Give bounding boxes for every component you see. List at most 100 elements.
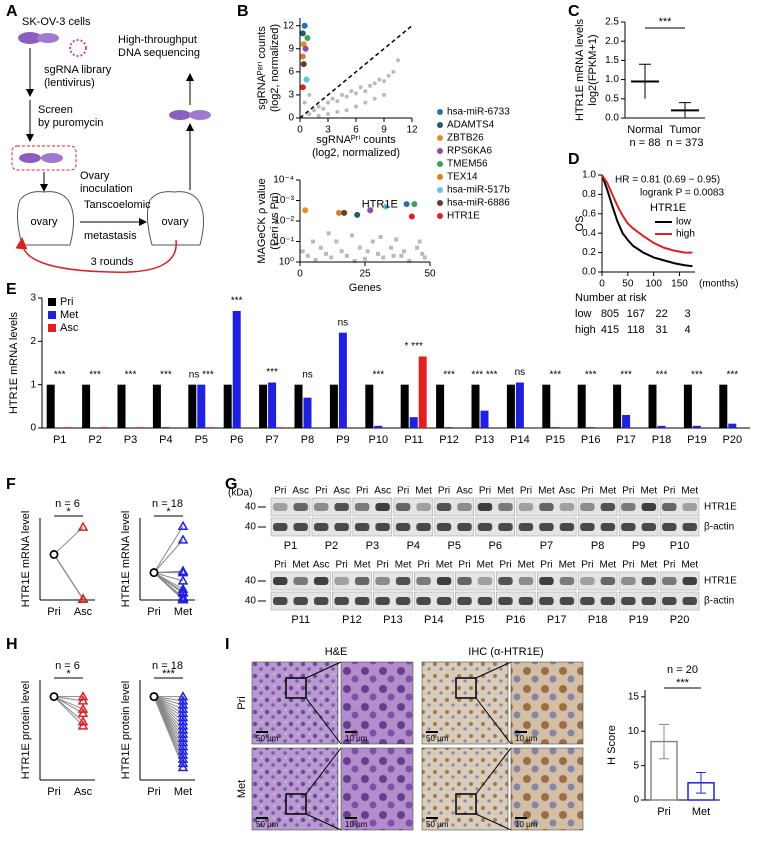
bar: [400, 384, 409, 428]
lane-label: Met: [415, 486, 432, 497]
point: [316, 104, 321, 109]
blot-band: [273, 523, 288, 531]
blot-band: [477, 503, 493, 511]
blot-band: [416, 597, 431, 605]
blot-band: [580, 597, 595, 605]
blot-band: [621, 577, 636, 585]
blot-band: [539, 503, 554, 511]
diagram-text: (lentivirus): [44, 77, 95, 89]
lane-label: Pri: [622, 486, 634, 497]
blot-strip: [495, 591, 536, 611]
blot-strip: [577, 497, 618, 517]
x-tick-label: P15: [546, 434, 566, 446]
blot-strip: [618, 591, 659, 611]
point: [305, 253, 310, 258]
pair-line: [53, 696, 84, 710]
point: [302, 45, 309, 52]
x-tick-label: 100: [645, 279, 662, 290]
blot-strip: [659, 497, 700, 517]
y-tick-label: 0.4: [582, 228, 596, 239]
diagram-text: metastasis: [84, 230, 137, 242]
point: [300, 61, 307, 68]
lane-label: Met: [518, 560, 535, 571]
zoom-line: [305, 661, 342, 679]
point: [339, 249, 344, 254]
lane-label: Pri: [274, 486, 286, 497]
micrograph: [340, 747, 414, 831]
panel-letter: E: [6, 281, 17, 298]
bar: [418, 356, 427, 428]
bar: [232, 311, 241, 428]
blot-strip: [475, 517, 515, 537]
blot-band: [375, 597, 390, 605]
point: [344, 108, 349, 113]
x-tick-label: Normal: [627, 124, 662, 136]
bar: [206, 427, 215, 428]
group-label: P9: [632, 540, 645, 552]
bar: [365, 384, 374, 428]
blot-strip: [332, 571, 372, 591]
blot-band: [518, 597, 534, 605]
lane-label: Met: [681, 560, 698, 571]
annotation: HR = 0.81 (0.69 − 0.95): [615, 175, 720, 186]
bar: [622, 415, 631, 428]
micrograph: [251, 661, 339, 745]
point: [300, 249, 305, 254]
blot-band: [682, 523, 697, 531]
group-label: P6: [489, 540, 502, 552]
blot-band: [334, 577, 349, 585]
x-tick-label: P4: [159, 434, 172, 446]
risk-count: 4: [684, 324, 690, 336]
sig-label: ***: [162, 668, 176, 680]
point: [350, 233, 354, 238]
sig-label: ns: [302, 369, 313, 380]
legend-label: hsa-miR-6886: [447, 198, 510, 209]
blot-strip: [659, 591, 700, 611]
count-label: n = 18: [152, 498, 183, 510]
row-label: Met: [236, 780, 248, 798]
blot-band: [313, 523, 329, 531]
blot-band: [600, 523, 616, 531]
y-tick-label: 5: [633, 760, 639, 771]
point: [326, 112, 330, 117]
x-tick-label: 6: [353, 125, 359, 136]
zoom-line: [475, 747, 512, 795]
legend-swatch: [48, 311, 56, 319]
blot-band: [498, 523, 513, 531]
zoom-box: [455, 677, 477, 699]
point: [420, 251, 425, 256]
zoom-line: [475, 813, 512, 831]
lane-label: Asc: [456, 486, 473, 497]
blot-band: [293, 577, 308, 585]
axis-label: OS: [574, 216, 586, 232]
point: [149, 692, 159, 701]
point: [386, 73, 391, 78]
point: [149, 568, 159, 577]
point: [415, 245, 419, 250]
diagram-text: sgRNA library: [44, 64, 112, 76]
blot-strip: [434, 517, 475, 537]
risk-count: 118: [627, 324, 645, 336]
blot-strip: [536, 591, 577, 611]
blot-band: [518, 577, 534, 585]
diagram-text: ovary: [31, 216, 58, 228]
lane-label: Met: [600, 560, 617, 571]
blot-strip: [495, 571, 536, 591]
blot-strip: [618, 497, 659, 517]
unit-label: (kDa): [228, 488, 252, 499]
point: [336, 209, 342, 216]
point: [335, 109, 340, 114]
point: [299, 30, 306, 37]
blot-band: [518, 523, 534, 531]
diagram-text: 3 rounds: [91, 256, 134, 268]
count-label: n = 18: [152, 660, 183, 672]
x-tick-label: P8: [301, 434, 314, 446]
legend-dot: [437, 187, 443, 193]
sig-label: ***: [372, 369, 384, 380]
lane-label: Pri: [581, 486, 593, 497]
risk-title: Number at risk: [575, 292, 647, 304]
blot-band: [621, 503, 636, 511]
blot-band: [416, 577, 431, 585]
group-label: P5: [448, 540, 461, 552]
legend-label: ZBTB26: [447, 133, 484, 144]
